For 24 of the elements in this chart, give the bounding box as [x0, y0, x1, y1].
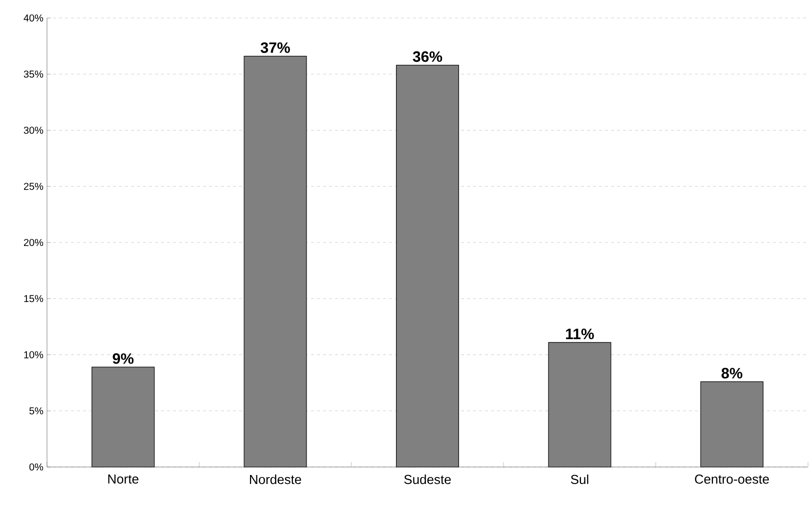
bar [700, 381, 764, 468]
y-tick-label: 5% [29, 407, 44, 414]
data-label: 37% [260, 42, 290, 53]
data-label: 9% [112, 353, 134, 364]
bar [92, 366, 155, 468]
y-tick-label: 10% [24, 351, 44, 358]
x-tick-label: Nordeste [250, 474, 302, 484]
x-tick-label: Sudeste [404, 474, 451, 484]
y-tick-label: 40% [24, 14, 44, 22]
y-tick-label: 30% [24, 126, 44, 134]
x-tick-label: Norte [108, 474, 138, 484]
x-tick-label: Sul [570, 474, 588, 484]
bar [396, 64, 459, 468]
y-tick-label: 0% [29, 463, 44, 471]
bar [548, 342, 612, 468]
data-label: 11% [566, 328, 594, 340]
bar [244, 56, 307, 468]
data-label: 8% [722, 368, 742, 378]
y-tick-label: 15% [24, 295, 44, 302]
y-tick-label: 20% [24, 238, 44, 246]
y-tick-label: 25% [24, 182, 44, 190]
data-label: 36% [412, 51, 442, 62]
x-tick-label: Centro-oeste [694, 474, 769, 484]
y-tick-label: 35% [24, 70, 44, 78]
